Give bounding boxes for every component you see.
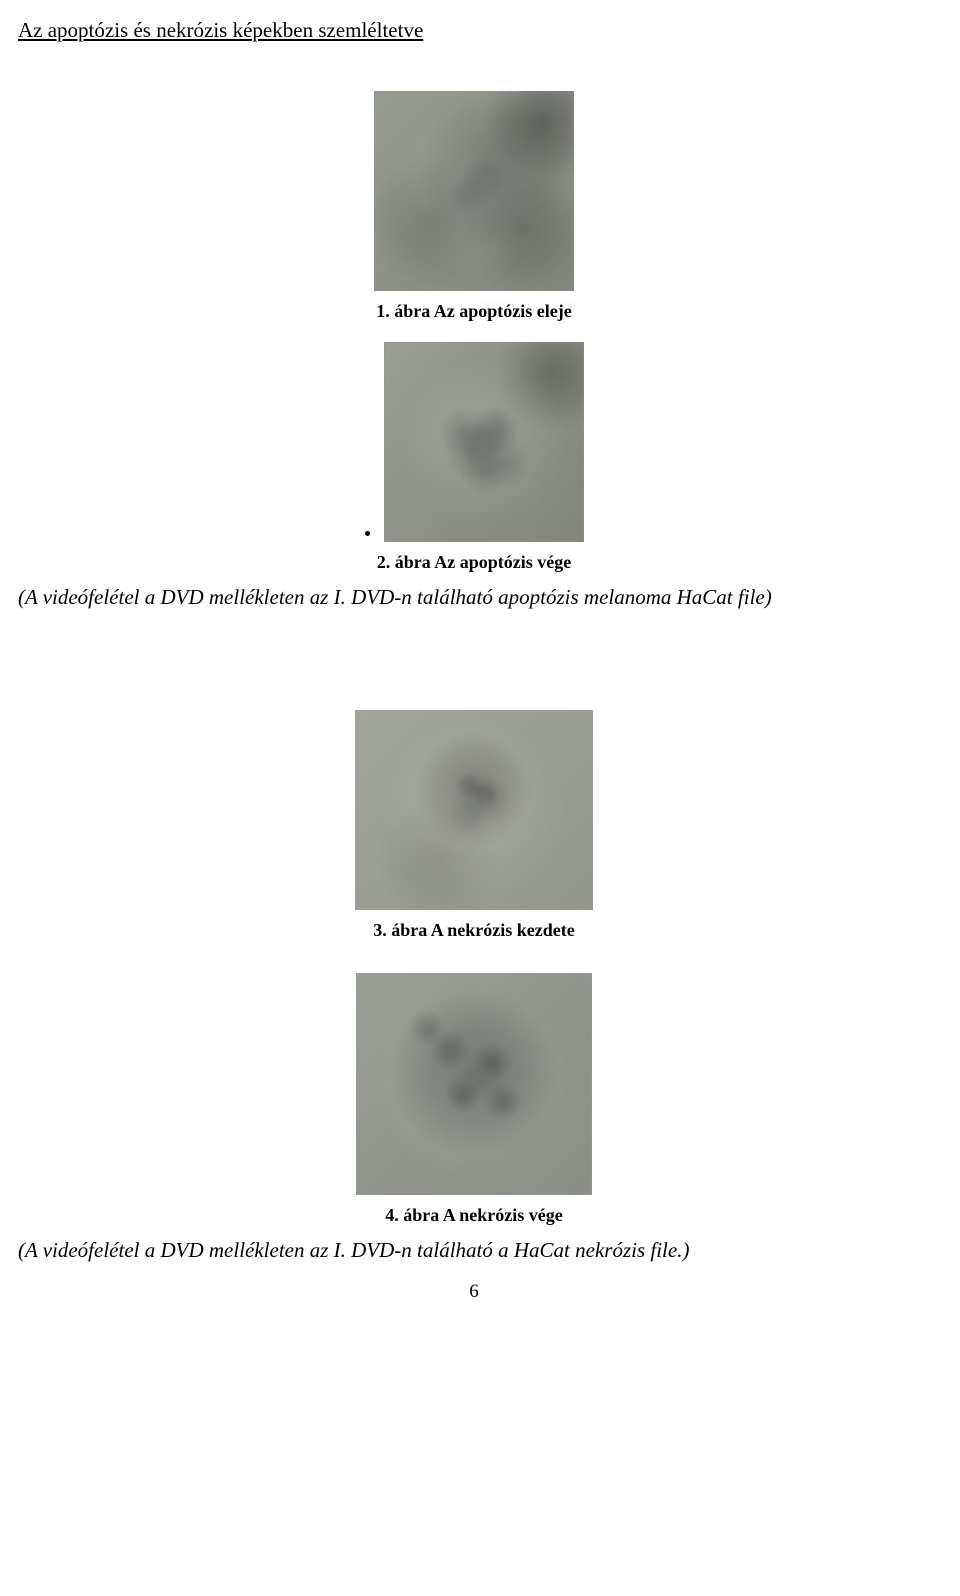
figure-2-block: 2. ábra Az apoptózis vége xyxy=(18,342,930,573)
figure-1-image xyxy=(374,91,574,291)
figure-3-image xyxy=(355,710,593,910)
figure-4-block: 4. ábra A nekrózis vége xyxy=(18,973,930,1226)
figure-3-caption: 3. ábra A nekrózis kezdete xyxy=(18,920,930,941)
figure-1-caption: 1. ábra Az apoptózis eleje xyxy=(18,301,930,322)
page-number: 6 xyxy=(18,1281,930,1303)
figure-4-caption: 4. ábra A nekrózis vége xyxy=(18,1205,930,1226)
citation-2: (A videófelétel a DVD mellékleten az I. … xyxy=(18,1238,930,1263)
figure-3-block: 3. ábra A nekrózis kezdete xyxy=(18,710,930,941)
section-heading: Az apoptózis és nekrózis képekben szemlé… xyxy=(18,18,930,43)
bullet-icon xyxy=(365,531,370,536)
figure-2-caption: 2. ábra Az apoptózis vége xyxy=(18,552,930,573)
figure-2-image xyxy=(384,342,584,542)
figure-4-image xyxy=(356,973,592,1195)
figure-1-block: 1. ábra Az apoptózis eleje xyxy=(18,91,930,322)
citation-1: (A videófelétel a DVD mellékleten az I. … xyxy=(18,585,930,610)
